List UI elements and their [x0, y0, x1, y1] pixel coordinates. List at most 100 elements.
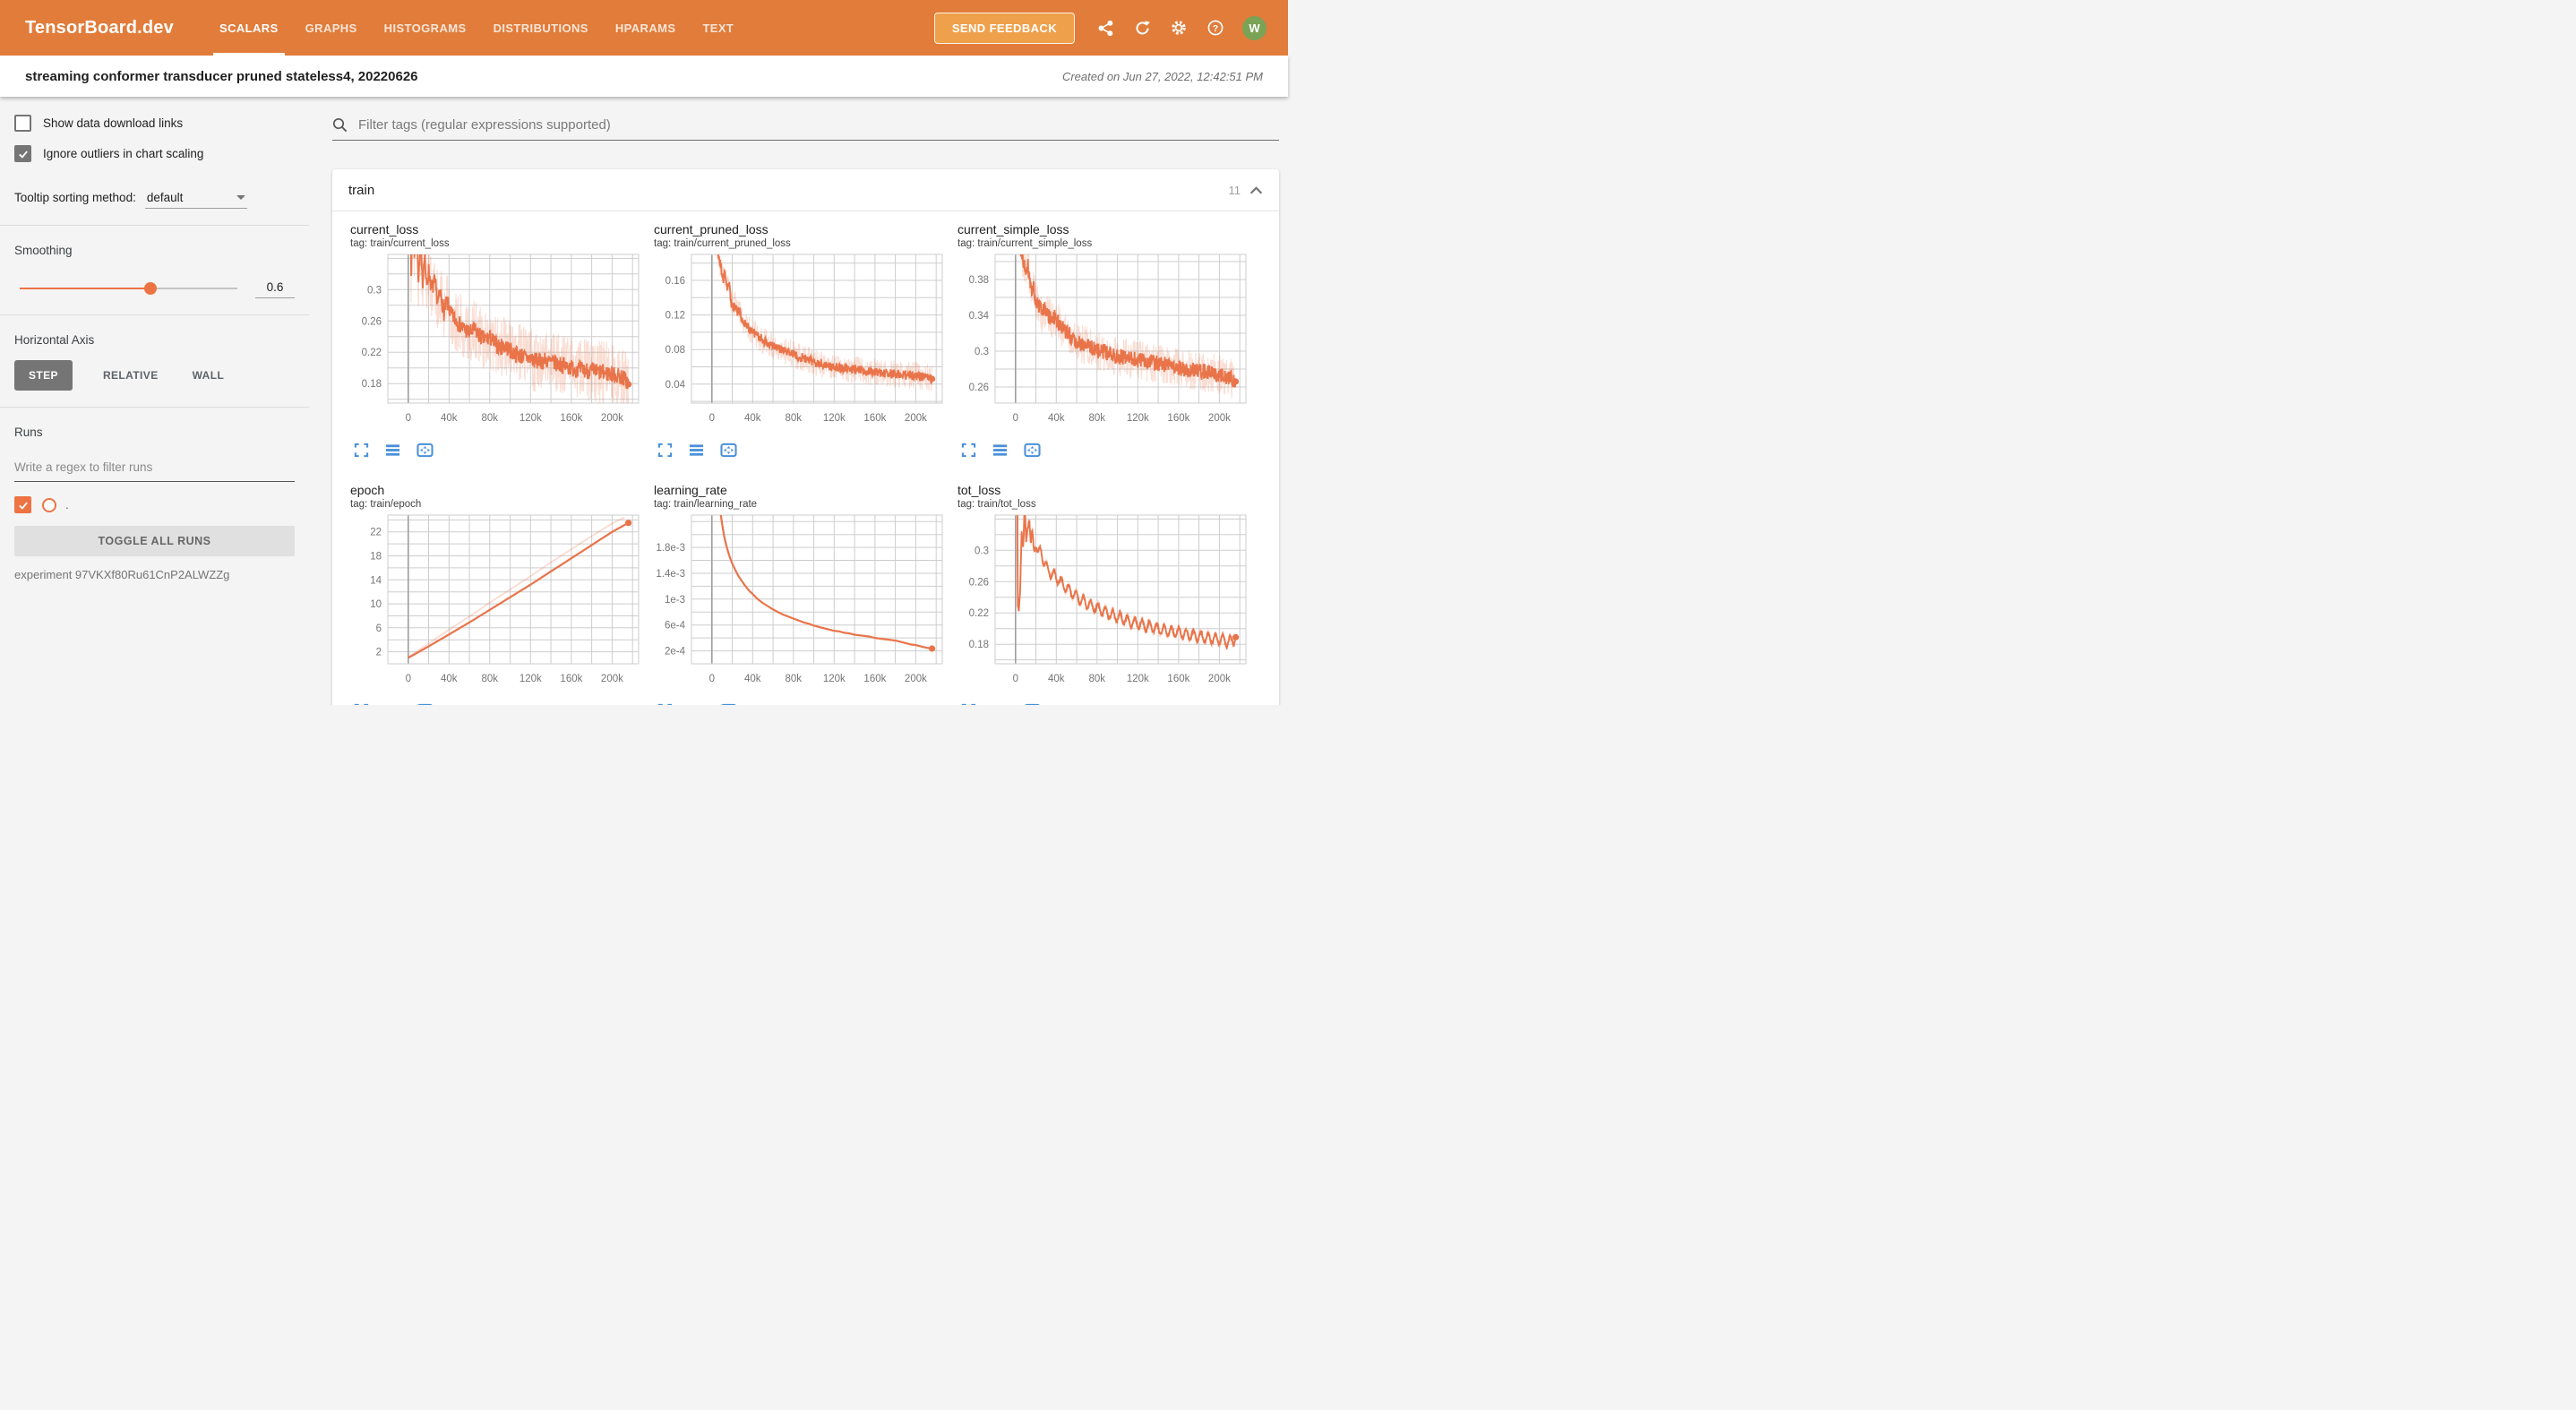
- svg-text:40k: 40k: [1048, 674, 1065, 684]
- tab-histograms[interactable]: HISTOGRAMS: [383, 21, 467, 35]
- fit-data-icon[interactable]: [416, 703, 434, 705]
- fullscreen-icon[interactable]: [354, 443, 369, 458]
- svg-text:0.12: 0.12: [665, 311, 685, 322]
- tab-hparams[interactable]: HPARAMS: [614, 21, 676, 35]
- fullscreen-icon[interactable]: [657, 703, 673, 705]
- axis-relative-button[interactable]: RELATIVE: [99, 360, 162, 391]
- svg-text:200k: 200k: [601, 413, 623, 424]
- svg-text:40k: 40k: [441, 413, 458, 424]
- chart-plot-area[interactable]: 0.16 0.12 0.08 0.04 0 40k 80k 120k 160k 200k: [654, 253, 957, 433]
- svg-text:0: 0: [406, 413, 411, 424]
- svg-text:160k: 160k: [1167, 413, 1189, 424]
- tooltip-sorting-value: default: [146, 191, 184, 204]
- chart-plot-area[interactable]: 22 18 14 10 6 2 0 40k 80k 120k 160k 200k: [350, 513, 654, 693]
- axis-wall-button[interactable]: WALL: [189, 360, 228, 391]
- smoothing-slider-row: [14, 279, 295, 298]
- fit-data-icon[interactable]: [720, 703, 737, 705]
- settings-gear-icon[interactable]: [1165, 14, 1192, 41]
- chart-epoch: epoch tag: train/epoch 22 18 14 10 6 2 0 40k 80k 12…: [350, 483, 654, 705]
- chart-actions: [350, 433, 654, 461]
- ignore-outliers-checkbox[interactable]: [14, 145, 31, 162]
- svg-text:200k: 200k: [905, 674, 927, 684]
- svg-text:2e-4: 2e-4: [665, 647, 686, 658]
- show-download-links-checkbox[interactable]: [14, 115, 31, 132]
- svg-text:0.3: 0.3: [975, 546, 989, 556]
- tab-graphs[interactable]: GRAPHS: [305, 21, 357, 35]
- chevron-up-icon[interactable]: [1249, 185, 1263, 195]
- chart-tag: tag: train/learning_rate: [654, 499, 758, 510]
- fullscreen-icon[interactable]: [961, 703, 976, 705]
- smoothing-slider[interactable]: [20, 282, 237, 295]
- check-icon: [18, 150, 28, 159]
- svg-text:120k: 120k: [823, 674, 846, 684]
- tooltip-sorting-select[interactable]: default: [144, 189, 247, 209]
- chart-learning_rate: learning_rate tag: train/learning_rate 1.8…: [654, 483, 957, 705]
- fit-data-icon[interactable]: [720, 443, 737, 458]
- svg-text:18: 18: [370, 552, 382, 563]
- chart-plot-area[interactable]: 0.3 0.26 0.22 0.18 0 40k 80k 120k 160k 200k: [957, 513, 1261, 693]
- fullscreen-icon[interactable]: [354, 703, 369, 705]
- runs-menu-icon[interactable]: [689, 703, 704, 705]
- fullscreen-icon[interactable]: [657, 443, 673, 458]
- svg-text:40k: 40k: [744, 413, 761, 424]
- user-avatar[interactable]: W: [1242, 15, 1267, 40]
- chart-current_loss: current_loss tag: train/current_loss 0.3 0.…: [350, 222, 654, 461]
- tab-scalars[interactable]: SCALARS: [206, 0, 292, 56]
- group-count-badge: 11: [1228, 183, 1241, 197]
- toggle-all-runs-button[interactable]: TOGGLE ALL RUNS: [14, 526, 295, 556]
- axis-button-group: STEP RELATIVE WALL: [14, 360, 295, 391]
- tooltip-sorting-label: Tooltip sorting method:: [14, 191, 136, 204]
- main-nav: SCALARS GRAPHS HISTOGRAMS DISTRIBUTIONS …: [206, 0, 747, 56]
- train-group-card: train 11 current_loss tag: train/current_…: [332, 169, 1279, 705]
- chart-plot-area[interactable]: 0.3 0.26 0.22 0.18 0 40k 80k 120k 160k 200k: [350, 253, 654, 433]
- fullscreen-icon[interactable]: [961, 443, 976, 458]
- send-feedback-button[interactable]: SEND FEEDBACK: [933, 12, 1075, 44]
- svg-text:22: 22: [370, 528, 382, 538]
- runs-menu-icon[interactable]: [385, 443, 400, 458]
- svg-text:160k: 160k: [560, 413, 582, 424]
- run-color-swatch: [42, 497, 56, 512]
- fit-data-icon[interactable]: [1024, 443, 1041, 458]
- runs-label: Runs: [14, 426, 43, 439]
- help-icon[interactable]: ?: [1202, 14, 1229, 41]
- fit-data-icon[interactable]: [1024, 703, 1041, 705]
- chart-actions: [957, 693, 1261, 705]
- check-icon: [18, 501, 28, 510]
- svg-text:120k: 120k: [519, 674, 542, 684]
- svg-text:200k: 200k: [601, 674, 623, 684]
- runs-menu-icon[interactable]: [992, 443, 1008, 458]
- app-logo[interactable]: TensorBoard.dev: [25, 17, 174, 38]
- tab-text[interactable]: TEXT: [702, 21, 734, 35]
- tab-distributions[interactable]: DISTRIBUTIONS: [493, 21, 588, 35]
- chart-tag: tag: train/current_pruned_loss: [654, 238, 791, 249]
- runs-menu-icon[interactable]: [385, 703, 400, 705]
- svg-text:200k: 200k: [1208, 413, 1231, 424]
- chart-plot-area[interactable]: 1.8e-3 1.4e-3 1e-3 6e-4 2e-4 0 40k 80k 120k 160k 2…: [654, 513, 957, 693]
- slider-thumb[interactable]: [143, 282, 157, 295]
- share-icon[interactable]: [1092, 14, 1119, 41]
- svg-text:200k: 200k: [905, 413, 927, 424]
- svg-text:0: 0: [709, 413, 715, 424]
- charts-grid: current_loss tag: train/current_loss 0.3 0.…: [332, 211, 1279, 705]
- smoothing-value-input[interactable]: [255, 279, 295, 298]
- chart-plot-area[interactable]: 0.38 0.34 0.3 0.26 0 40k 80k 120k 160k 200k: [957, 253, 1261, 433]
- svg-text:40k: 40k: [1048, 413, 1065, 424]
- run-checkbox[interactable]: [14, 496, 31, 513]
- fit-data-icon[interactable]: [416, 443, 434, 458]
- svg-text:10: 10: [370, 599, 382, 610]
- runs-menu-icon[interactable]: [689, 443, 704, 458]
- show-download-links-row: Show data download links: [14, 115, 295, 132]
- chart-tot_loss: tot_loss tag: train/tot_loss 0.3 0.26 0.22 0.…: [957, 483, 1261, 705]
- runs-menu-icon[interactable]: [992, 703, 1008, 705]
- train-group-header[interactable]: train 11: [332, 169, 1279, 211]
- tag-filter-input[interactable]: [356, 116, 1279, 133]
- svg-text:0.34: 0.34: [969, 311, 990, 322]
- header-actions: SEND FEEDBACK: [933, 0, 1267, 56]
- svg-text:160k: 160k: [560, 674, 582, 684]
- runs-filter-input[interactable]: [14, 455, 295, 482]
- svg-text:0.22: 0.22: [362, 348, 382, 358]
- svg-text:0.04: 0.04: [665, 380, 686, 391]
- axis-step-button[interactable]: STEP: [14, 360, 73, 391]
- ignore-outliers-row: Ignore outliers in chart scaling: [14, 145, 295, 162]
- refresh-icon[interactable]: [1129, 14, 1155, 41]
